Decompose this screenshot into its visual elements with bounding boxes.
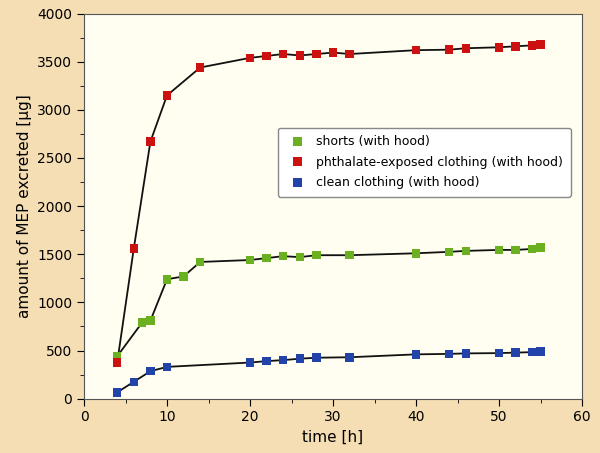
shorts (with hood) xyxy=(112,352,122,360)
clean clothing (with hood) xyxy=(445,350,454,357)
phthalate-exposed clothing (with hood) xyxy=(527,42,537,49)
clean clothing (with hood) xyxy=(245,359,255,366)
clean clothing (with hood) xyxy=(129,378,139,386)
shorts (with hood) xyxy=(262,255,271,262)
phthalate-exposed clothing (with hood) xyxy=(146,138,155,145)
clean clothing (with hood) xyxy=(511,349,520,356)
clean clothing (with hood) xyxy=(146,367,155,375)
shorts (with hood) xyxy=(245,256,255,264)
shorts (with hood) xyxy=(527,246,537,253)
shorts (with hood) xyxy=(494,246,504,254)
phthalate-exposed clothing (with hood) xyxy=(196,64,205,71)
shorts (with hood) xyxy=(295,254,305,261)
phthalate-exposed clothing (with hood) xyxy=(278,50,288,58)
phthalate-exposed clothing (with hood) xyxy=(245,54,255,62)
Legend: shorts (with hood), phthalate-exposed clothing (with hood), clean clothing (with: shorts (with hood), phthalate-exposed cl… xyxy=(278,128,571,197)
clean clothing (with hood) xyxy=(494,349,504,357)
shorts (with hood) xyxy=(461,247,470,255)
X-axis label: time [h]: time [h] xyxy=(302,430,364,445)
shorts (with hood) xyxy=(536,244,545,251)
shorts (with hood) xyxy=(345,251,355,259)
shorts (with hood) xyxy=(445,248,454,255)
Y-axis label: amount of MEP excreted [µg]: amount of MEP excreted [µg] xyxy=(17,94,32,318)
shorts (with hood) xyxy=(511,246,520,254)
phthalate-exposed clothing (with hood) xyxy=(162,92,172,99)
phthalate-exposed clothing (with hood) xyxy=(494,43,504,51)
shorts (with hood) xyxy=(411,250,421,257)
phthalate-exposed clothing (with hood) xyxy=(311,50,321,58)
phthalate-exposed clothing (with hood) xyxy=(295,52,305,59)
clean clothing (with hood) xyxy=(461,350,470,357)
phthalate-exposed clothing (with hood) xyxy=(511,43,520,50)
clean clothing (with hood) xyxy=(311,354,321,361)
shorts (with hood) xyxy=(311,251,321,259)
clean clothing (with hood) xyxy=(527,348,537,356)
phthalate-exposed clothing (with hood) xyxy=(262,53,271,60)
phthalate-exposed clothing (with hood) xyxy=(411,47,421,54)
clean clothing (with hood) xyxy=(162,363,172,371)
shorts (with hood) xyxy=(137,319,147,326)
clean clothing (with hood) xyxy=(345,354,355,361)
shorts (with hood) xyxy=(162,275,172,283)
clean clothing (with hood) xyxy=(295,355,305,362)
clean clothing (with hood) xyxy=(262,357,271,365)
phthalate-exposed clothing (with hood) xyxy=(461,45,470,52)
phthalate-exposed clothing (with hood) xyxy=(328,49,338,56)
shorts (with hood) xyxy=(146,317,155,324)
phthalate-exposed clothing (with hood) xyxy=(445,46,454,53)
clean clothing (with hood) xyxy=(411,351,421,358)
clean clothing (with hood) xyxy=(536,348,545,355)
clean clothing (with hood) xyxy=(112,389,122,396)
shorts (with hood) xyxy=(179,273,188,280)
phthalate-exposed clothing (with hood) xyxy=(536,41,545,48)
shorts (with hood) xyxy=(278,253,288,260)
phthalate-exposed clothing (with hood) xyxy=(345,50,355,58)
phthalate-exposed clothing (with hood) xyxy=(112,359,122,366)
shorts (with hood) xyxy=(196,258,205,265)
clean clothing (with hood) xyxy=(278,357,288,364)
phthalate-exposed clothing (with hood) xyxy=(129,245,139,252)
